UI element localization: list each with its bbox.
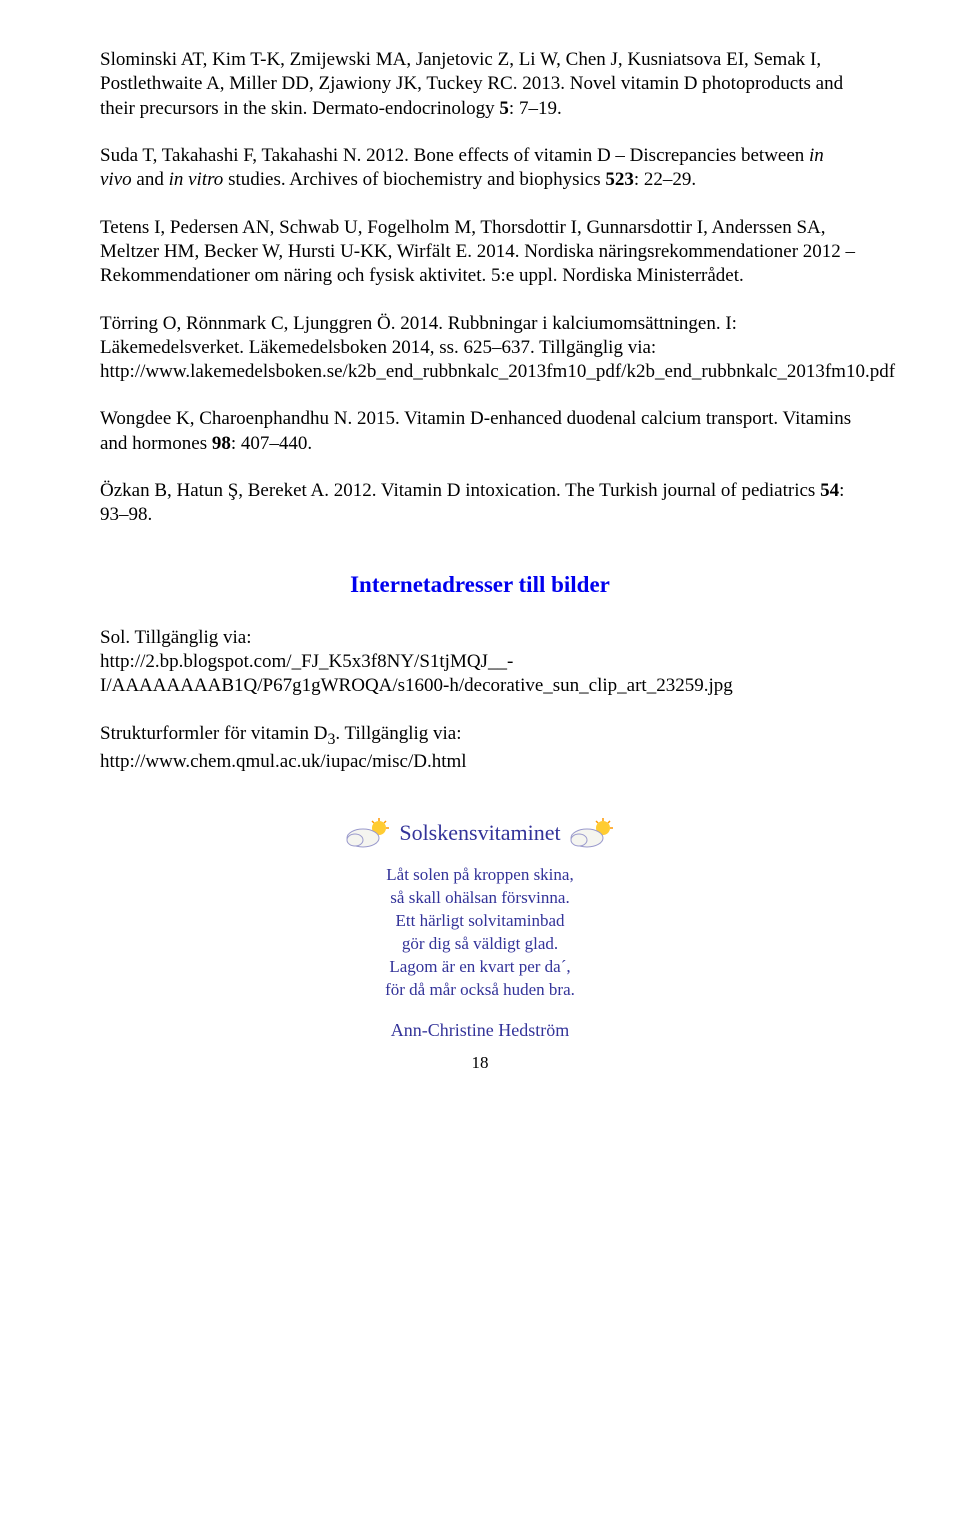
reference-text: Özkan B, Hatun Ş, Bereket A. 2012. Vitam… bbox=[100, 480, 844, 525]
image-ref-url: I/AAAAAAAAB1Q/P67g1gWROQA/s1600-h/decora… bbox=[100, 675, 733, 696]
image-ref-lead: Strukturformler för vitamin D3. Tillgäng… bbox=[100, 723, 462, 744]
reference-paragraph: Törring O, Rönnmark C, Ljunggren Ö. 2014… bbox=[100, 312, 860, 385]
image-ref-url: http://www.chem.qmul.ac.uk/iupac/misc/D.… bbox=[100, 751, 467, 772]
poem-line: så skall ohälsan försvinna. bbox=[100, 887, 860, 910]
image-ref-lead: Sol. Tillgänglig via: bbox=[100, 627, 252, 648]
poem-author: Ann-Christine Hedström bbox=[100, 1020, 860, 1041]
image-ref-url: http://2.bp.blogspot.com/_FJ_K5x3f8NY/S1… bbox=[100, 651, 513, 672]
reference-paragraph: Özkan B, Hatun Ş, Bereket A. 2012. Vitam… bbox=[100, 479, 860, 528]
reference-paragraph: Wongdee K, Charoenphandhu N. 2015. Vitam… bbox=[100, 407, 860, 456]
poem-line: Lagom är en kvart per da´, bbox=[100, 956, 860, 979]
section-heading: Internetadresser till bilder bbox=[100, 572, 860, 598]
poem-title-row: Solskensvitaminet bbox=[100, 810, 860, 864]
reference-text: Suda T, Takahashi F, Takahashi N. 2012. … bbox=[100, 145, 824, 190]
image-reference: Strukturformler för vitamin D3. Tillgäng… bbox=[100, 722, 860, 774]
poem-title: Solskensvitaminet bbox=[399, 820, 560, 846]
image-reference: Sol. Tillgänglig via: http://2.bp.blogsp… bbox=[100, 626, 860, 699]
poem-line: för då mår också huden bra. bbox=[100, 979, 860, 1002]
reference-text: Slominski AT, Kim T-K, Zmijewski MA, Jan… bbox=[100, 49, 843, 119]
cloud-sun-icon bbox=[569, 818, 615, 855]
document-page: Slominski AT, Kim T-K, Zmijewski MA, Jan… bbox=[0, 0, 960, 1524]
reference-text: Törring O, Rönnmark C, Ljunggren Ö. 2014… bbox=[100, 313, 895, 383]
poem-lines: Låt solen på kroppen skina, så skall ohä… bbox=[100, 864, 860, 1002]
cloud-sun-icon bbox=[345, 818, 391, 855]
reference-text: Tetens I, Pedersen AN, Schwab U, Fogelho… bbox=[100, 217, 855, 287]
poem-block: Solskensvitaminet Låt solen på kroppen s… bbox=[100, 810, 860, 1041]
reference-text: Wongdee K, Charoenphandhu N. 2015. Vitam… bbox=[100, 408, 851, 453]
reference-paragraph: Tetens I, Pedersen AN, Schwab U, Fogelho… bbox=[100, 216, 860, 289]
poem-line: Ett härligt solvitaminbad bbox=[100, 910, 860, 933]
poem-line: Låt solen på kroppen skina, bbox=[100, 864, 860, 887]
poem-line: gör dig så väldigt glad. bbox=[100, 933, 860, 956]
page-number: 18 bbox=[100, 1053, 860, 1073]
reference-paragraph: Slominski AT, Kim T-K, Zmijewski MA, Jan… bbox=[100, 48, 860, 121]
reference-paragraph: Suda T, Takahashi F, Takahashi N. 2012. … bbox=[100, 144, 860, 193]
